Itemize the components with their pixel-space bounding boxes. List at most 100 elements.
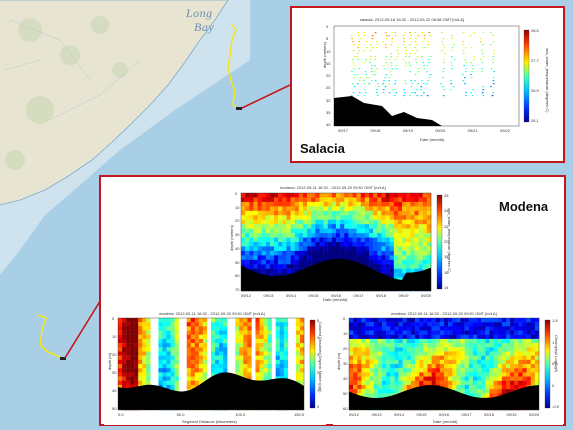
data-cell [349,338,354,344]
data-cell [146,376,151,381]
data-cell [373,380,379,386]
data-cell [253,233,258,238]
data-cell [356,210,361,216]
salacia-sample-point [422,83,425,85]
data-cell [198,355,204,361]
data-cell [360,197,366,203]
data-cell [290,268,295,274]
data-cell [134,318,139,323]
data-cell [259,359,264,365]
data-cell [282,215,287,220]
data-cell [364,215,370,220]
data-cell [481,322,486,327]
data-cell [497,334,503,340]
data-cell [235,359,240,365]
salacia-sample-point [414,53,416,55]
data-cell [394,372,399,377]
data-cell [382,355,387,361]
data-cell [344,255,349,261]
data-cell [377,372,383,377]
data-cell [489,318,494,323]
data-cell [406,219,411,225]
data-cell [435,372,441,377]
data-cell [393,255,399,261]
data-cell [130,322,135,327]
salacia-sample-point [368,83,371,85]
salacia-sample-point [450,62,453,64]
data-cell [352,224,357,229]
data-cell [190,368,196,373]
data-cell [202,343,208,348]
data-cell [255,351,260,356]
data-cell [283,364,289,369]
place-label-bay: Bay [194,20,215,34]
salacia-sample-point [492,41,495,43]
data-cell [415,347,420,352]
data-cell [489,330,494,335]
data-cell [448,322,453,327]
data-cell [393,201,399,207]
data-cell [356,206,361,212]
salacia-sample-point [375,41,378,43]
data-cell [377,334,383,340]
data-cell [323,219,328,225]
data-cell [534,330,540,335]
data-cell [295,318,301,323]
x-tick: 09/20 [529,412,540,417]
salacia-sample-point [464,77,466,79]
salacia-sample-point [443,62,446,64]
data-cell [530,330,536,335]
data-cell [397,233,403,238]
data-cell [336,228,341,234]
data-cell [356,255,361,261]
data-cell [356,250,361,256]
data-cell [468,347,474,352]
data-cell [402,246,407,252]
colorbar-tick: 18 [444,254,449,260]
data-cell [369,376,374,381]
data-cell [389,242,395,247]
data-cell [365,326,370,331]
data-cell [247,347,252,352]
salacia-sample-point [428,32,431,34]
data-cell [365,372,370,377]
data-cell [239,372,244,377]
data-cell [390,347,395,352]
salacia-sample-point [492,77,495,79]
data-cell [414,259,419,265]
data-cell [307,255,312,261]
data-cell [282,259,287,265]
data-cell [497,389,503,394]
data-cell [365,322,370,327]
data-cell [235,372,240,377]
data-cell [134,355,139,361]
data-cell [215,334,220,340]
salacia-sample-point [481,50,483,52]
data-cell [472,389,478,394]
data-cell [122,364,127,369]
data-cell [278,268,283,274]
data-cell [394,355,399,361]
data-cell [311,193,316,198]
data-cell [241,219,246,225]
data-cell [298,210,304,216]
data-cell [406,364,412,369]
data-cell [394,322,399,327]
data-cell [497,372,503,377]
data-cell [219,318,224,323]
salacia-sample-point [453,59,456,61]
data-cell [489,347,494,352]
data-cell [534,334,540,340]
data-cell [307,264,312,269]
salacia-sample-point [483,56,485,58]
data-cell [138,334,143,340]
data-cell [364,233,370,238]
data-cell [381,219,386,225]
data-cell [311,242,316,247]
data-cell [422,210,428,216]
data-cell [369,368,374,373]
data-cell [377,242,382,247]
data-cell [344,210,349,216]
data-cell [530,347,536,352]
data-cell [410,334,416,340]
